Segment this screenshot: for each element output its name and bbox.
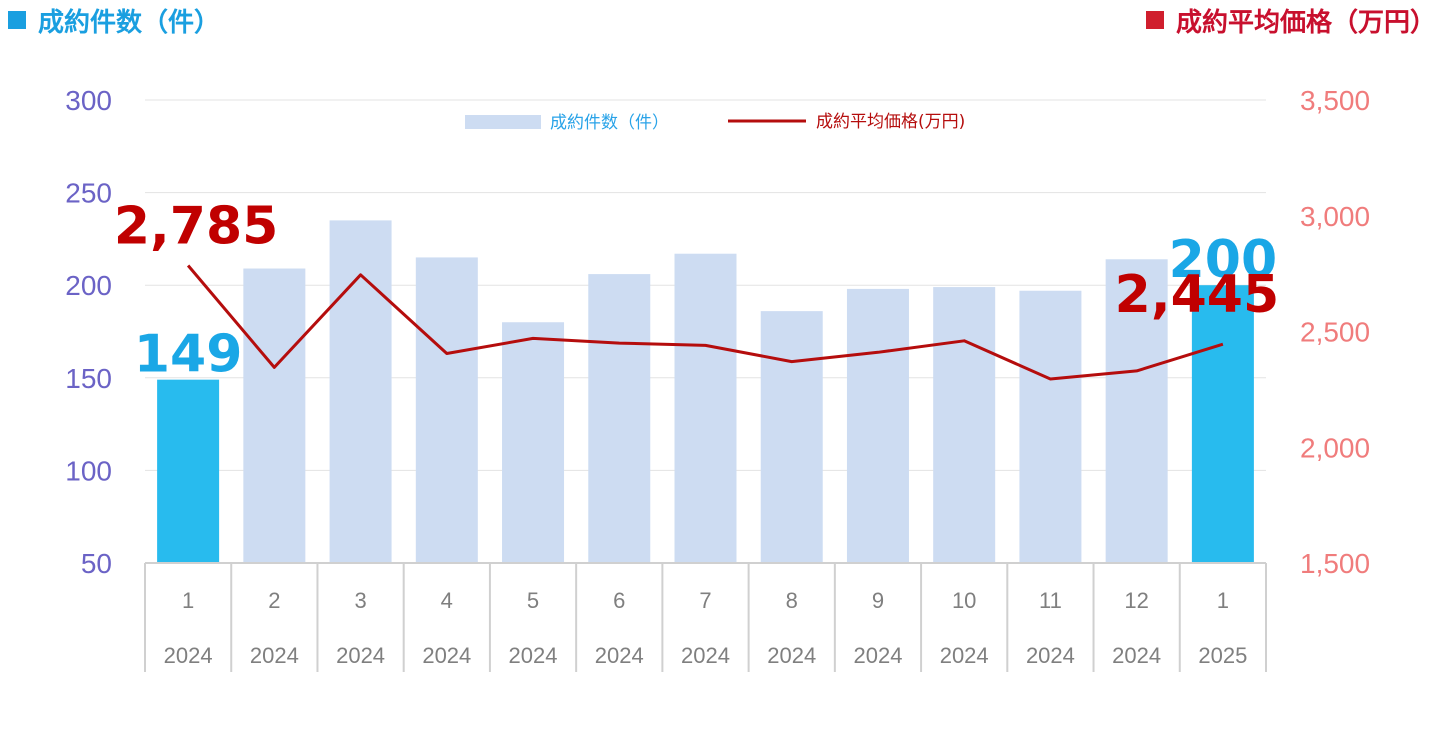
data-label: 149	[134, 325, 243, 385]
bar	[933, 287, 996, 563]
legend-line-label: 成約平均価格(万円)	[816, 112, 965, 132]
x-month-label: 9	[872, 588, 884, 613]
left-tick-label: 50	[81, 548, 112, 579]
right-tick-label: 1,500	[1300, 548, 1370, 579]
bar	[329, 220, 392, 563]
right-axis: 1,500 2,000 2,500 3,000 3,500	[1300, 85, 1370, 579]
x-month-label: 4	[441, 588, 453, 613]
x-month-label: 2	[268, 588, 280, 613]
price-line	[186, 264, 1224, 381]
left-tick-label: 300	[65, 85, 112, 116]
left-tick-label: 150	[65, 363, 112, 394]
x-month-label: 8	[786, 588, 798, 613]
x-month-label: 7	[699, 588, 711, 613]
bar	[1019, 290, 1082, 563]
line-series-marker-icon	[1145, 11, 1164, 29]
bar	[415, 257, 478, 563]
x-year-label: 2025	[1198, 643, 1247, 668]
left-tick-label: 200	[65, 270, 112, 301]
bar	[243, 268, 306, 563]
bar	[1191, 285, 1254, 563]
x-year-label: 2024	[853, 643, 902, 668]
x-axis: 1 2024 2 2024 3 2024 4 2024 5 2024 6 2024 7 2024 8 2024…	[144, 562, 1267, 672]
data-labels: 149 200 2,785 2,445	[114, 197, 1279, 385]
x-year-label: 2024	[164, 643, 213, 668]
legend-bar-swatch	[465, 115, 541, 129]
x-year-label: 2024	[1026, 643, 1075, 668]
x-year-label: 2024	[509, 643, 558, 668]
bar	[1105, 259, 1168, 563]
bar	[157, 379, 220, 563]
x-year-label: 2024	[940, 643, 989, 668]
legend: 成約件数（件） 成約平均価格(万円)	[465, 112, 965, 133]
data-label: 2,445	[1115, 265, 1279, 325]
x-year-label: 2024	[250, 643, 299, 668]
x-year-label: 2024	[422, 643, 471, 668]
x-month-label: 10	[952, 588, 976, 613]
right-tick-label: 2,000	[1300, 432, 1370, 463]
bar	[760, 311, 823, 563]
bar	[588, 274, 651, 563]
x-month-label: 5	[527, 588, 539, 613]
data-label: 2,785	[114, 197, 278, 257]
legend-bar-label: 成約件数（件）	[550, 113, 669, 133]
left-axis-title-text: 成約件数（件）	[38, 7, 221, 38]
left-axis-title: 成約件数（件）	[8, 0, 220, 40]
right-axis-title-text: 成約平均価格（万円）	[1175, 7, 1436, 38]
bar-series	[157, 220, 1254, 563]
x-year-label: 2024	[1112, 643, 1161, 668]
left-tick-label: 250	[65, 178, 112, 209]
x-year-label: 2024	[336, 643, 385, 668]
right-axis-title: 成約平均価格（万円）	[1145, 0, 1436, 40]
left-tick-label: 100	[65, 455, 112, 486]
x-month-label: 3	[354, 588, 366, 613]
x-month-label: 1	[1217, 588, 1229, 613]
x-month-label: 11	[1039, 588, 1062, 613]
bar	[502, 322, 565, 563]
left-axis: 50 100 150 200 250 300	[65, 85, 112, 579]
bar	[674, 253, 737, 563]
bar	[846, 288, 909, 563]
x-year-label: 2024	[767, 643, 816, 668]
line-series	[186, 264, 1224, 381]
x-year-label: 2024	[595, 643, 644, 668]
x-year-label: 2024	[681, 643, 730, 668]
bar-series-marker-icon	[8, 11, 26, 29]
x-month-label: 1	[182, 588, 194, 613]
x-month-label: 12	[1124, 588, 1148, 613]
right-tick-label: 3,500	[1300, 85, 1370, 116]
data-label: 200	[1169, 230, 1278, 290]
x-month-label: 6	[613, 588, 625, 613]
right-tick-label: 3,000	[1300, 201, 1370, 232]
right-tick-label: 2,500	[1300, 317, 1370, 348]
